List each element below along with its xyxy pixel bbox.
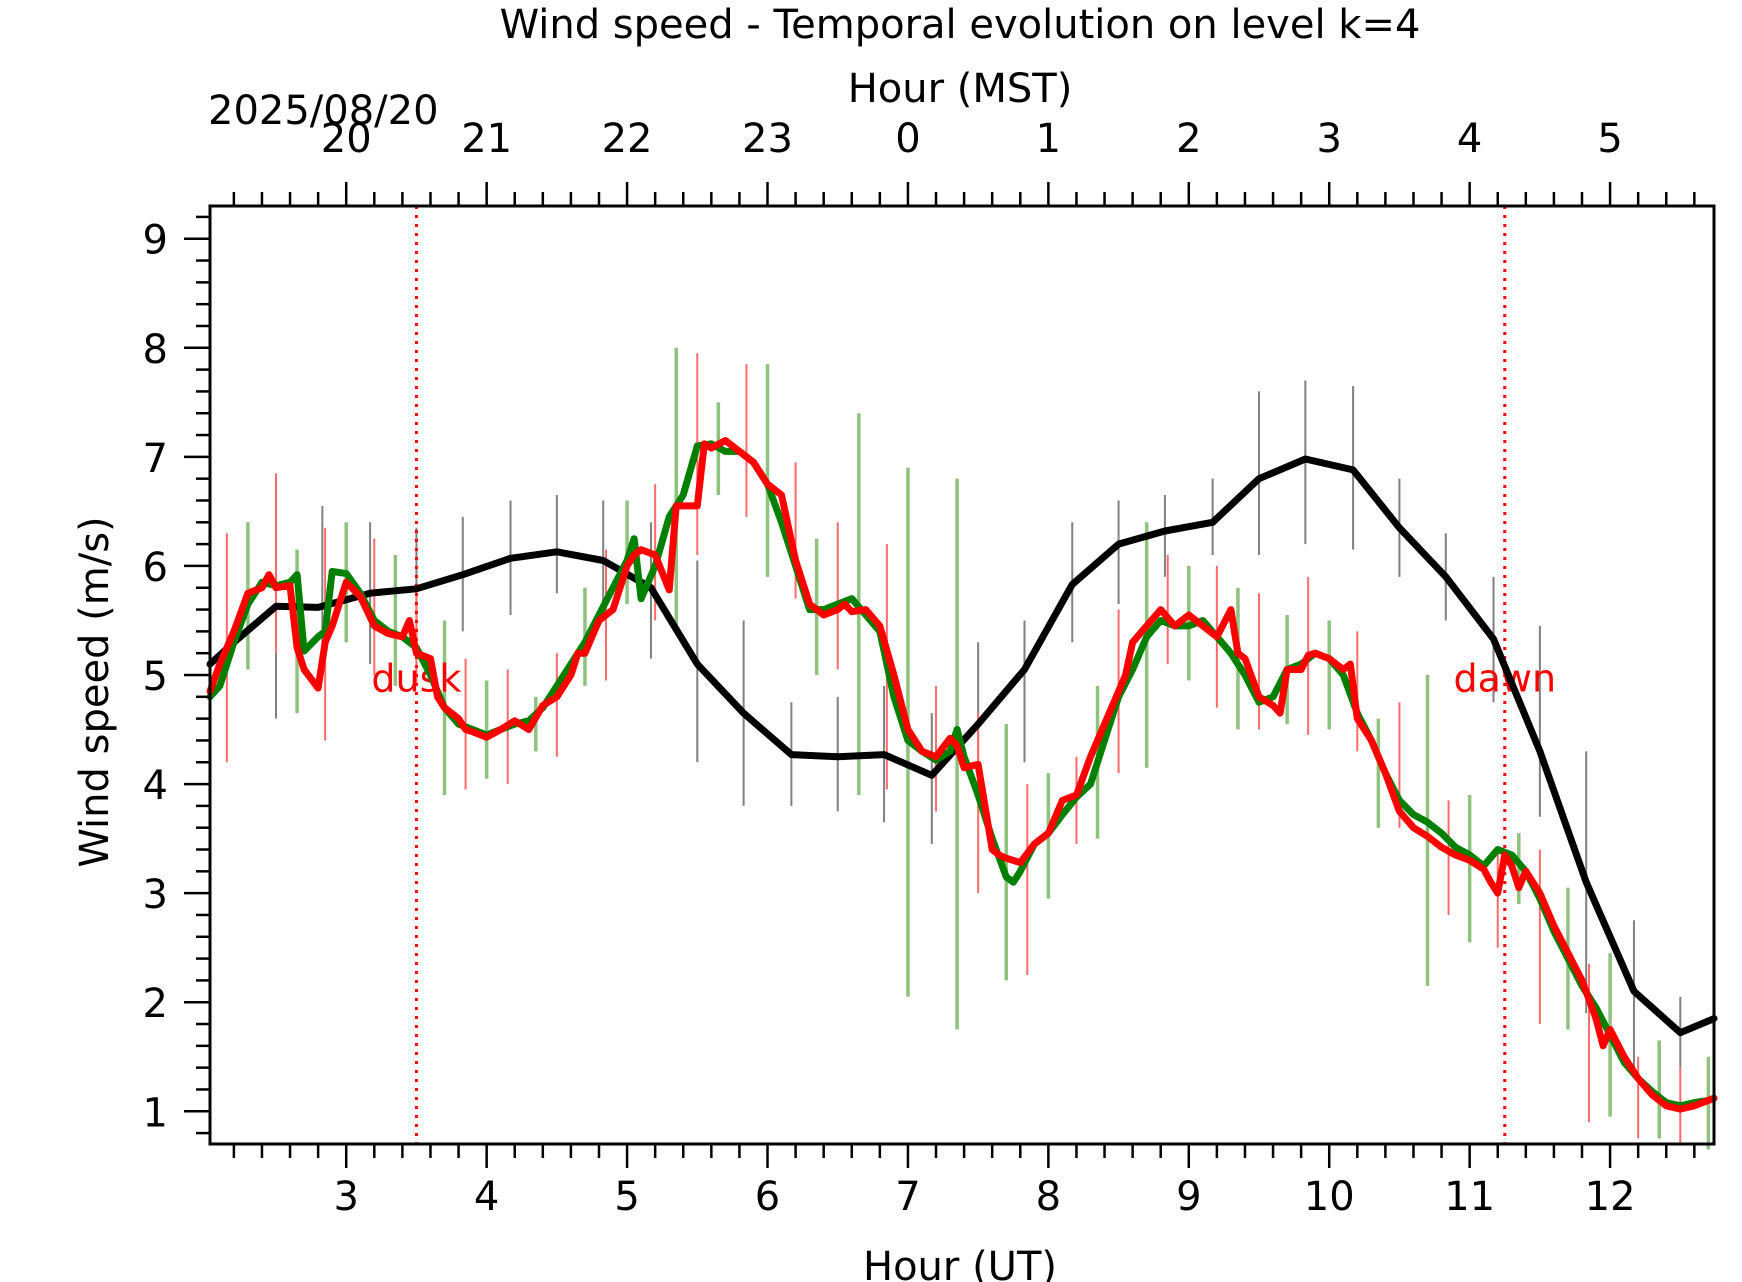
- x-tick-label: 8: [1036, 1174, 1061, 1220]
- x2-tick-label: 2: [1176, 116, 1201, 162]
- x2-tick-label: 3: [1316, 116, 1341, 162]
- y-tick-label: 8: [143, 327, 168, 373]
- y-tick-label: 1: [143, 1090, 168, 1136]
- x-tick-label: 3: [333, 1174, 358, 1220]
- x2-tick-label: 22: [602, 116, 653, 162]
- x-tick-label: 5: [614, 1174, 639, 1220]
- x2-tick-label: 5: [1597, 116, 1622, 162]
- x-tick-label: 9: [1176, 1174, 1201, 1220]
- y-axis-title: Wind speed (m/s): [72, 516, 118, 867]
- series-line-2: [206, 437, 1718, 1113]
- y-tick-label: 5: [143, 654, 168, 700]
- event-label-dusk: dusk: [371, 656, 461, 700]
- x2-tick-label: 1: [1036, 116, 1061, 162]
- x2-tick-label: 23: [742, 116, 793, 162]
- x-tick-label: 6: [755, 1174, 780, 1220]
- x-axis-title: Hour (UT): [863, 1244, 1057, 1282]
- y-tick-label: 2: [143, 981, 168, 1027]
- y-tick-label: 9: [143, 218, 168, 264]
- x2-tick-label: 4: [1457, 116, 1482, 162]
- x2-tick-label: 20: [321, 116, 372, 162]
- x2-tick-label: 0: [895, 116, 920, 162]
- y-tick-label: 7: [143, 436, 168, 482]
- chart-title: Wind speed - Temporal evolution on level…: [500, 2, 1421, 48]
- y-tick-label: 3: [143, 872, 168, 918]
- x-tick-label: 4: [474, 1174, 499, 1220]
- top-axis-date-label: 2025/08/20: [208, 88, 439, 134]
- x-tick-label: 7: [895, 1174, 920, 1220]
- x2-tick-label: 21: [461, 116, 512, 162]
- x-tick-label: 11: [1444, 1174, 1495, 1220]
- y-tick-label: 4: [143, 763, 168, 809]
- x-tick-label: 12: [1585, 1174, 1636, 1220]
- y-tick-label: 6: [143, 545, 168, 591]
- x-tick-label: 10: [1304, 1174, 1355, 1220]
- top-axis-title: Hour (MST): [848, 66, 1073, 112]
